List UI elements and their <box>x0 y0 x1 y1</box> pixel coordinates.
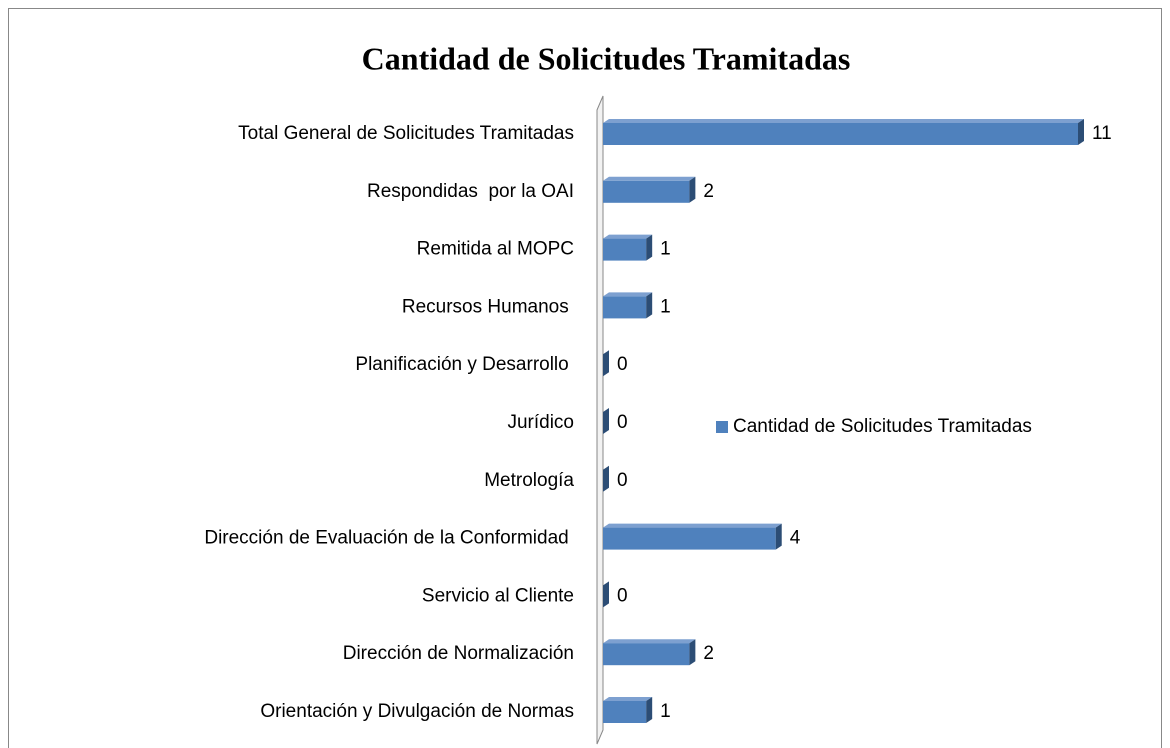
bar-front <box>603 527 776 550</box>
bar-front <box>603 701 647 723</box>
chart-title: Cantidad de Solicitudes Tramitadas <box>362 40 851 76</box>
bar <box>603 234 653 261</box>
data-label: 4 <box>790 528 801 549</box>
bar-top <box>603 119 1084 123</box>
data-label: 0 <box>617 354 628 375</box>
category-label: Respondidas por la OAI <box>367 181 574 202</box>
legend-label: Cantidad de Solicitudes Tramitadas <box>733 416 1032 437</box>
data-label: 2 <box>703 643 714 664</box>
bar-top <box>603 176 696 181</box>
data-label: 0 <box>617 470 628 491</box>
bar <box>603 523 782 550</box>
bar-side <box>603 408 609 434</box>
data-label: 11 <box>1092 123 1112 144</box>
bar-side <box>603 581 609 608</box>
bar-front <box>603 643 690 666</box>
bar-front <box>603 123 1078 145</box>
bar <box>603 292 653 319</box>
bar-top <box>603 292 653 297</box>
bar-side <box>1078 119 1084 145</box>
bar-front <box>603 180 690 203</box>
bar-front <box>603 296 647 319</box>
bar <box>603 119 1084 145</box>
bar <box>603 176 696 203</box>
legend-swatch <box>716 421 728 433</box>
bar-side <box>603 350 609 377</box>
axis-wall <box>596 95 604 745</box>
category-label: Jurídico <box>507 412 574 433</box>
category-label: Dirección de Evaluación de la Conformida… <box>204 528 574 549</box>
bar-side <box>646 697 653 723</box>
data-label: 2 <box>703 181 714 202</box>
category-label: Servicio al Cliente <box>422 585 574 606</box>
bar-side <box>646 234 653 261</box>
bar-top <box>603 234 653 239</box>
bar-top <box>603 639 696 644</box>
bar-side <box>646 292 653 319</box>
data-label: 0 <box>617 585 628 606</box>
bar-side <box>775 523 782 550</box>
category-label: Dirección de Normalización <box>343 643 574 664</box>
category-label: Metrología <box>484 470 574 491</box>
bar <box>603 639 696 666</box>
category-label: Recursos Humanos <box>402 296 574 317</box>
data-label: 1 <box>660 239 671 260</box>
bar-top <box>603 697 653 701</box>
bar-top <box>603 523 782 528</box>
bar <box>603 697 653 723</box>
bar <box>603 581 609 608</box>
bar-side <box>689 639 696 666</box>
bar-side <box>603 465 609 492</box>
category-label: Planificación y Desarrollo <box>355 354 574 375</box>
bar-front <box>603 238 647 261</box>
bar-side <box>689 176 696 203</box>
category-label: Remitida al MOPC <box>417 239 574 260</box>
bar <box>603 408 609 434</box>
data-label: 0 <box>617 412 628 433</box>
data-label: 1 <box>660 701 671 722</box>
bar <box>603 465 609 492</box>
category-label: Total General de Solicitudes Tramitadas <box>238 123 574 144</box>
category-label: Orientación y Divulgación de Normas <box>260 701 574 722</box>
data-label: 1 <box>660 296 671 317</box>
bar <box>603 350 609 377</box>
